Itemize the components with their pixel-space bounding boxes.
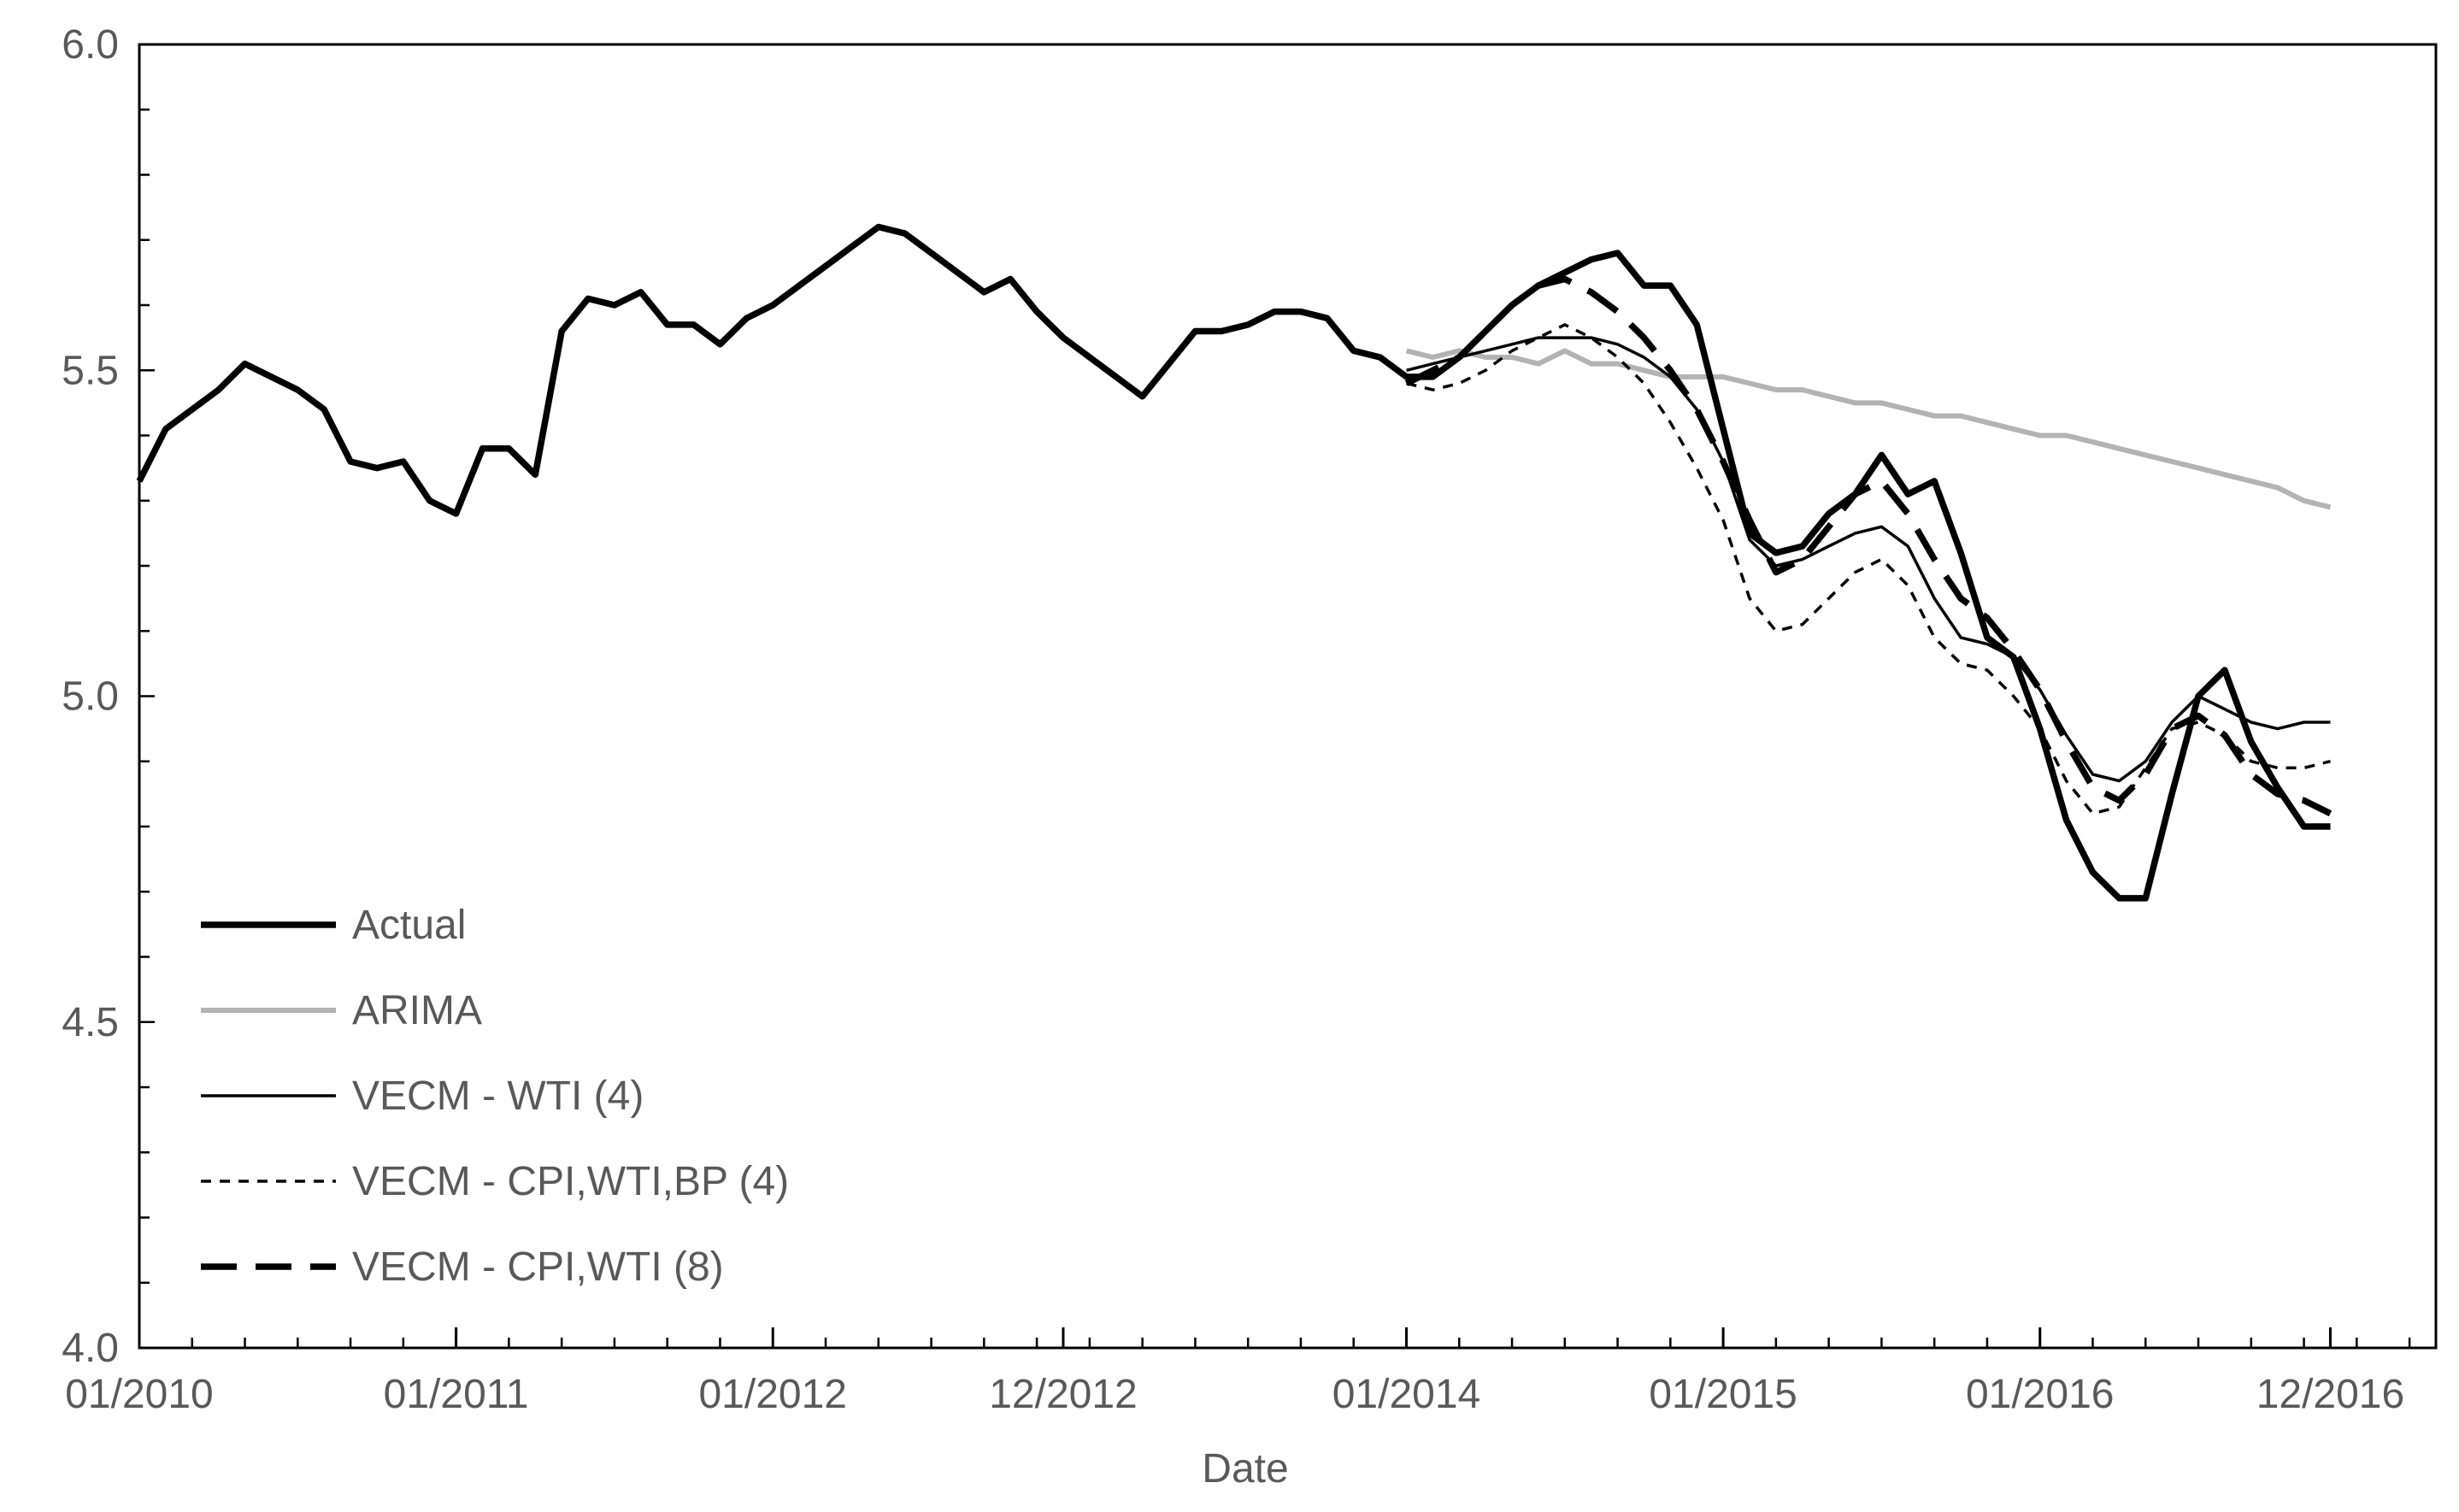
y-tick-label: 5.0 (62, 674, 119, 720)
x-tick-label: 01/2010 (65, 1372, 214, 1417)
series-line-3 (1406, 323, 2331, 815)
x-tick-label: 01/2012 (698, 1372, 847, 1417)
legend: Actual ARIMA VECM - WTI (4) VECM - CPI,WTI,… (201, 903, 789, 1290)
x-tick-label: 01/2015 (1649, 1372, 1797, 1417)
y-axis: 4.0 4.5 5.0 5.5 6.0 (62, 22, 155, 1371)
y-tick-label: 4.0 (62, 1326, 119, 1371)
y-tick-label: 5.5 (62, 348, 119, 393)
y-tick-label: 6.0 (62, 22, 119, 68)
x-tick-label: 01/2016 (1966, 1372, 2115, 1417)
plot-area-border (138, 43, 2438, 1350)
plot-frame (138, 43, 2438, 1350)
x-axis-title: Date (1202, 1446, 1288, 1491)
series-line-0 (136, 223, 2331, 902)
series-line-2 (1406, 336, 2331, 783)
series-line-4 (1404, 275, 2333, 817)
legend-label: VECM - WTI (4) (352, 1074, 644, 1119)
series-line-1 (1405, 348, 2332, 510)
legend-label: VECM - CPI,WTI,BP (4) (352, 1159, 789, 1204)
x-axis: 01/2010 01/2011 01/2012 12/2012 01/2014 01/20… (65, 1327, 2411, 1417)
x-tick-label: 01/2014 (1332, 1372, 1481, 1417)
series-layer (136, 223, 2333, 902)
x-tick-label: 12/2012 (989, 1372, 1138, 1417)
x-tick-label: 12/2016 (2256, 1372, 2405, 1417)
x-tick-label: 01/2011 (384, 1372, 529, 1417)
legend-label: Actual (352, 903, 466, 948)
y-tick-label: 4.5 (62, 1000, 119, 1045)
legend-label: ARIMA (352, 988, 482, 1033)
legend-label: VECM - CPI,WTI (8) (352, 1244, 724, 1290)
